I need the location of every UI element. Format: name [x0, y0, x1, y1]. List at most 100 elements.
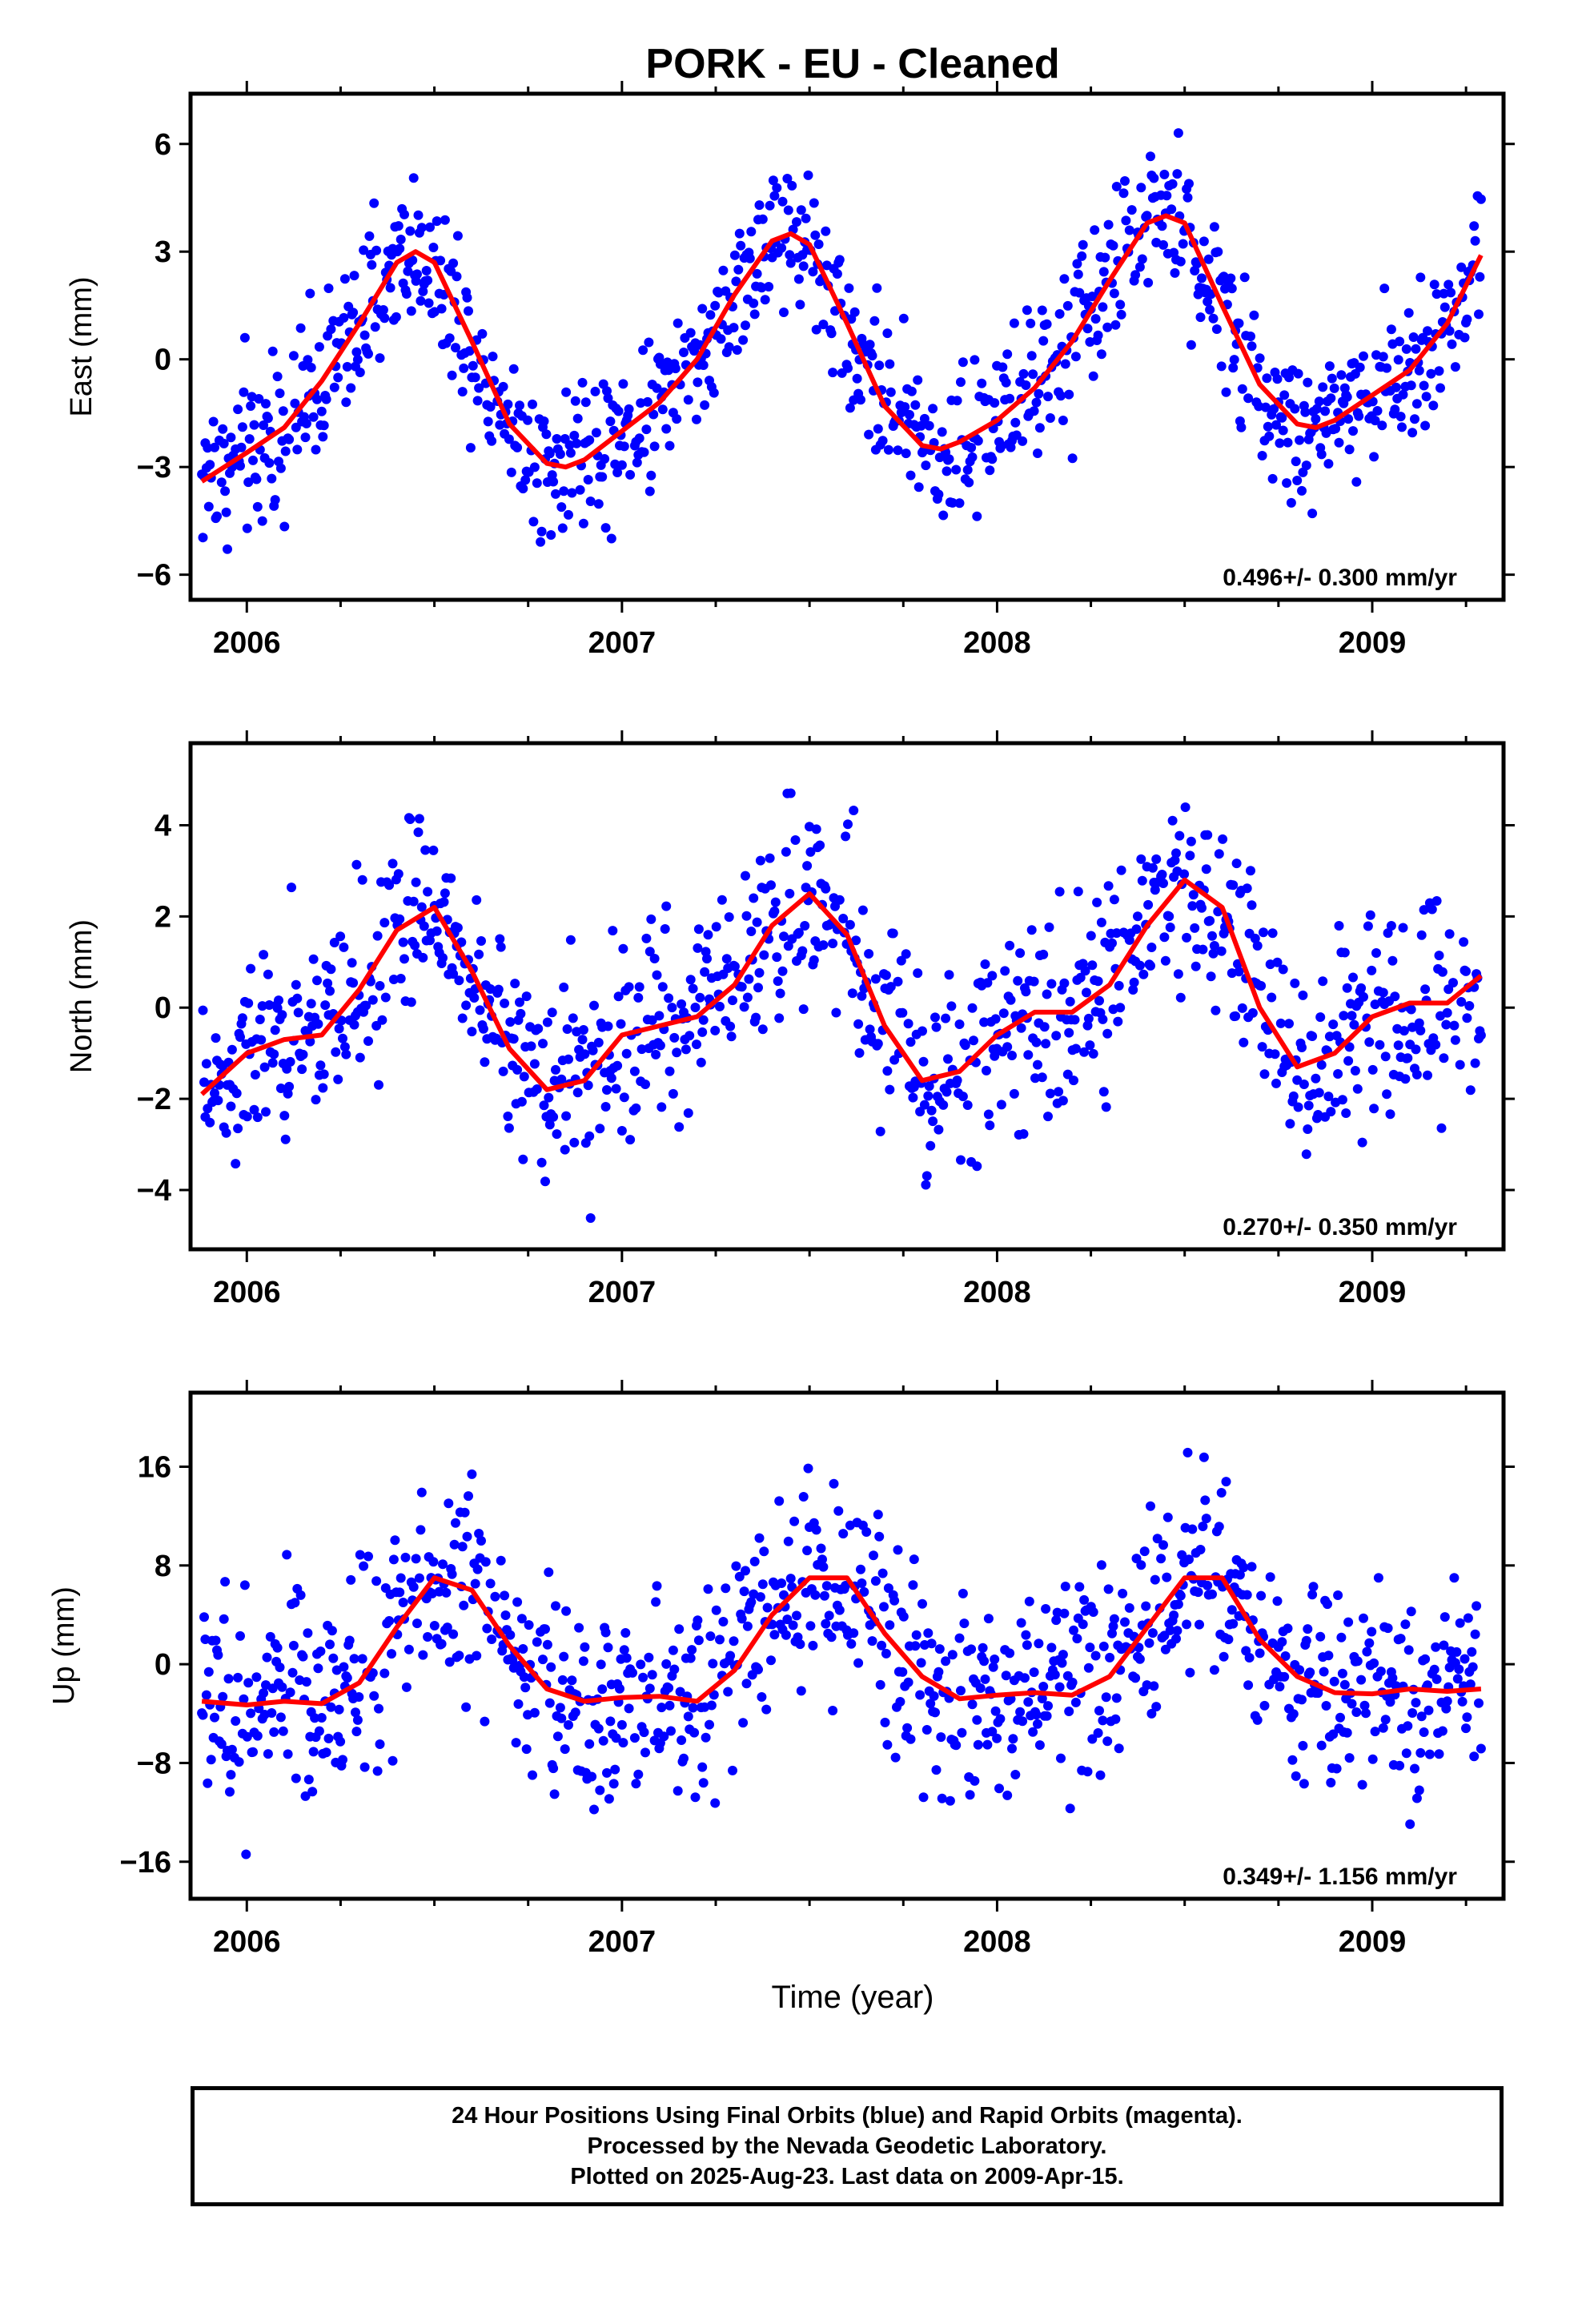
data-point: [796, 205, 806, 215]
data-point: [218, 424, 228, 434]
data-point: [1265, 1572, 1275, 1582]
data-point: [921, 460, 931, 471]
data-point: [832, 269, 842, 279]
data-point: [1283, 1623, 1293, 1634]
data-point: [201, 1690, 211, 1700]
data-point: [1411, 1044, 1421, 1055]
data-point: [1349, 1019, 1359, 1030]
data-point: [765, 853, 775, 863]
data-point: [1208, 313, 1219, 324]
data-point: [375, 1739, 385, 1749]
data-point: [826, 328, 837, 339]
data-point: [1431, 1642, 1441, 1652]
data-point: [420, 845, 431, 855]
data-point: [1062, 1069, 1073, 1080]
data-point: [1184, 179, 1194, 189]
data-point: [689, 1727, 700, 1738]
data-point: [516, 1096, 527, 1107]
data-point: [672, 1047, 682, 1058]
data-point: [946, 1001, 957, 1011]
data-point: [371, 1020, 382, 1031]
data-point: [242, 1731, 252, 1742]
data-point: [1246, 866, 1255, 876]
data-point: [1165, 1625, 1175, 1635]
data-point: [403, 266, 413, 276]
data-point: [1169, 1610, 1179, 1620]
data-point: [1428, 400, 1439, 411]
data-point: [697, 304, 708, 314]
data-point: [536, 526, 547, 537]
data-point: [584, 435, 595, 445]
data-point: [1021, 380, 1031, 390]
data-point: [1157, 870, 1167, 879]
data-point: [809, 198, 819, 208]
data-point: [851, 935, 861, 946]
data-point: [408, 896, 419, 907]
data-point: [272, 372, 283, 382]
data-point: [519, 1072, 529, 1082]
up-points: [197, 1447, 1486, 1860]
data-point: [375, 353, 385, 364]
data-point: [1414, 365, 1424, 376]
data-point: [1162, 1572, 1172, 1582]
data-point: [423, 275, 433, 286]
data-point: [198, 1710, 208, 1720]
data-point: [882, 1739, 893, 1750]
data-point: [1455, 1618, 1465, 1628]
data-point: [548, 476, 559, 487]
data-point: [668, 1088, 678, 1099]
data-point: [495, 934, 505, 944]
data-point: [418, 1650, 428, 1660]
data-point: [464, 346, 475, 356]
data-point: [798, 1004, 809, 1015]
data-point: [327, 1626, 337, 1636]
data-point: [785, 788, 796, 798]
data-point: [1252, 941, 1263, 951]
data-point: [954, 498, 965, 509]
data-point: [421, 266, 432, 275]
data-point: [269, 1049, 279, 1059]
data-point: [416, 902, 427, 912]
data-point: [1339, 1679, 1350, 1690]
data-point: [1128, 985, 1138, 995]
data-point: [1205, 915, 1215, 926]
data-point: [1257, 1042, 1267, 1052]
data-point: [996, 1100, 1006, 1110]
data-point: [1259, 1069, 1270, 1080]
data-point: [1278, 425, 1288, 436]
data-point: [252, 1731, 263, 1741]
data-point: [1022, 1640, 1032, 1651]
data-point: [249, 420, 259, 430]
data-point: [688, 983, 698, 994]
data-point: [1244, 1653, 1255, 1663]
data-point: [1018, 1129, 1029, 1139]
data-point: [911, 1630, 921, 1640]
data-point: [1365, 910, 1375, 920]
data-point: [1267, 992, 1277, 1003]
data-point: [516, 1614, 527, 1624]
data-point: [593, 1723, 604, 1734]
data-point: [1460, 1654, 1470, 1664]
data-point: [882, 1066, 893, 1076]
data-point: [284, 1081, 295, 1092]
data-point: [1002, 1790, 1013, 1800]
east-fit-curve: [200, 213, 1484, 484]
data-point: [782, 174, 793, 183]
data-point: [1041, 1604, 1051, 1614]
data-point: [1423, 326, 1432, 336]
data-point: [1118, 1588, 1128, 1598]
data-point: [1079, 1594, 1090, 1605]
data-point: [652, 383, 662, 393]
data-point: [470, 372, 480, 383]
data-point: [703, 930, 713, 940]
data-point: [779, 931, 789, 942]
data-point: [406, 306, 416, 316]
data-point: [651, 1597, 661, 1607]
data-point: [548, 1763, 559, 1774]
data-point: [267, 1058, 278, 1068]
data-point: [777, 196, 788, 207]
x-tick-label: 2007: [588, 626, 656, 660]
data-point: [1475, 271, 1485, 282]
data-point: [913, 968, 923, 979]
data-point: [828, 939, 838, 949]
